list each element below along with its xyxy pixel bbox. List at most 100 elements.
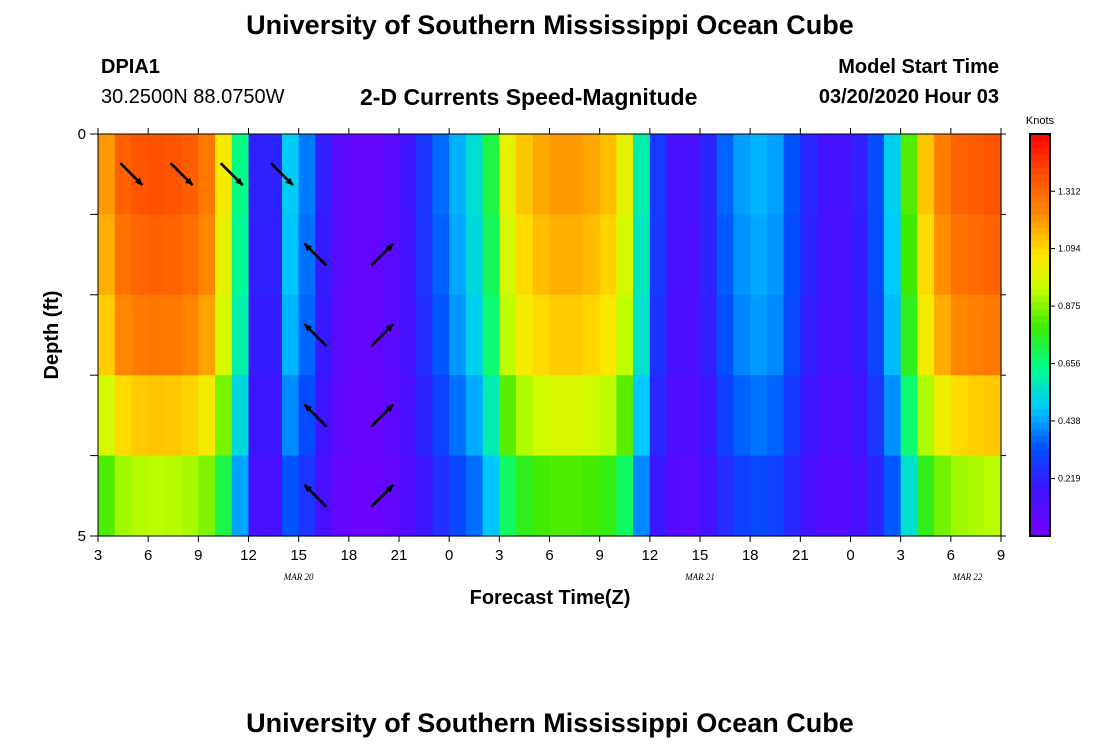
heatmap-cell: [800, 375, 818, 457]
date-label: MAR 20: [283, 572, 314, 582]
y-tick-label: 5: [78, 528, 86, 545]
heatmap-cell: [633, 455, 651, 537]
heatmap-cell: [315, 214, 333, 296]
heatmap-cell: [399, 375, 417, 457]
heatmap-cell: [934, 375, 952, 457]
heatmap-cell: [700, 375, 718, 457]
heatmap-cell: [817, 294, 835, 376]
heatmap-cell: [248, 375, 266, 457]
heatmap-cell: [432, 294, 450, 376]
colorbar-segment: [1030, 335, 1050, 343]
heatmap-cell: [700, 294, 718, 376]
heatmap-cell: [532, 375, 551, 457]
heatmap-cell: [750, 455, 768, 537]
heatmap-cell: [867, 375, 885, 457]
heatmap-cell: [348, 214, 367, 296]
heatmap-cell: [315, 294, 333, 376]
colorbar-segment: [1030, 261, 1050, 269]
heatmap-cell: [549, 214, 567, 296]
colorbar-segment: [1030, 408, 1050, 416]
colorbar-segment: [1030, 355, 1050, 363]
x-tick-label: 12: [240, 547, 257, 564]
heatmap-cell: [499, 375, 517, 457]
heatmap-cell: [867, 134, 885, 215]
colorbar-segment: [1030, 134, 1050, 142]
heatmap-cell: [783, 214, 801, 296]
heatmap-cell: [248, 134, 266, 215]
heatmap-cell: [633, 375, 651, 457]
heatmap-cell: [633, 214, 651, 296]
arrow-head: [304, 484, 312, 493]
heatmap-cell: [683, 294, 701, 376]
heatmap-cell: [215, 214, 233, 296]
heatmap-cell: [750, 134, 768, 215]
heatmap-cell: [549, 455, 567, 537]
heatmap-cell: [248, 214, 266, 296]
colorbar-segment: [1030, 442, 1050, 450]
heatmap-cell: [315, 375, 333, 457]
heatmap-cell: [399, 455, 417, 537]
heatmap-cell: [900, 294, 918, 376]
heatmap-cell: [114, 134, 133, 215]
heatmap-cell: [265, 294, 283, 376]
heatmap-cell: [198, 294, 216, 376]
heatmap-cell: [967, 294, 985, 376]
colorbar-tick-label: 0.656: [1058, 359, 1081, 369]
arrow-head: [304, 404, 312, 412]
heatmap-cell: [716, 375, 735, 457]
heatmap-cell: [934, 294, 952, 376]
heatmap-cell: [415, 294, 434, 376]
heatmap-cell: [332, 134, 350, 215]
current-arrow: [169, 162, 194, 187]
heatmap-cell: [733, 214, 751, 296]
heatmap-cell: [382, 455, 400, 537]
heatmap-cell: [482, 214, 500, 296]
heatmap-cell: [883, 134, 902, 215]
heatmap-cell: [950, 134, 969, 215]
heatmap-cell: [382, 294, 400, 376]
heatmap-cell: [499, 455, 517, 537]
heatmap-cell: [265, 214, 283, 296]
arrow-head: [385, 484, 394, 493]
heatmap-cell: [465, 375, 484, 457]
heatmap-cell: [917, 294, 935, 376]
heatmap-cell: [666, 134, 684, 215]
colorbar-segment: [1030, 361, 1050, 370]
heatmap-cell: [482, 134, 500, 215]
heatmap-cell: [766, 455, 785, 537]
heatmap-cell: [833, 214, 852, 296]
heatmap-cell: [549, 375, 567, 457]
heatmap-cell: [348, 455, 367, 537]
heatmap-cell: [265, 134, 283, 215]
heatmap-cell: [215, 455, 233, 537]
heatmap-cell: [298, 134, 316, 215]
heatmap-cell: [315, 455, 333, 537]
heatmap-cell: [616, 455, 634, 537]
heatmap-cell: [883, 455, 902, 537]
heatmap-cell: [766, 375, 785, 457]
station-id: DPIA1: [101, 56, 160, 78]
heatmap-cell: [900, 214, 918, 296]
heatmap-cell: [348, 375, 367, 457]
heatmap-cell: [231, 294, 250, 376]
colorbar-segment: [1030, 448, 1050, 457]
heatmap-cell: [198, 134, 216, 215]
heatmap-cell: [281, 375, 300, 457]
heatmap-cell: [131, 294, 149, 376]
heatmap-cell: [817, 134, 835, 215]
heatmap-cell: [432, 134, 450, 215]
heatmap-cell: [817, 375, 835, 457]
heatmap-cell: [399, 214, 417, 296]
y-axis-label: Depth (ft): [41, 291, 63, 380]
heatmap-cell: [900, 134, 918, 215]
heatmap-cell: [683, 214, 701, 296]
colorbar-segment: [1030, 462, 1050, 470]
colorbar: Knots 0.219 0.438 0.656 0.875 1.094 1.312: [1026, 115, 1081, 537]
heatmap-cell: [148, 134, 166, 215]
heatmap-cell: [516, 294, 534, 376]
colorbar-segment: [1030, 221, 1050, 229]
heatmap-cell: [399, 294, 417, 376]
heatmap-cell: [348, 134, 367, 215]
colorbar-segment: [1030, 375, 1050, 383]
heatmap-cell: [265, 455, 283, 537]
